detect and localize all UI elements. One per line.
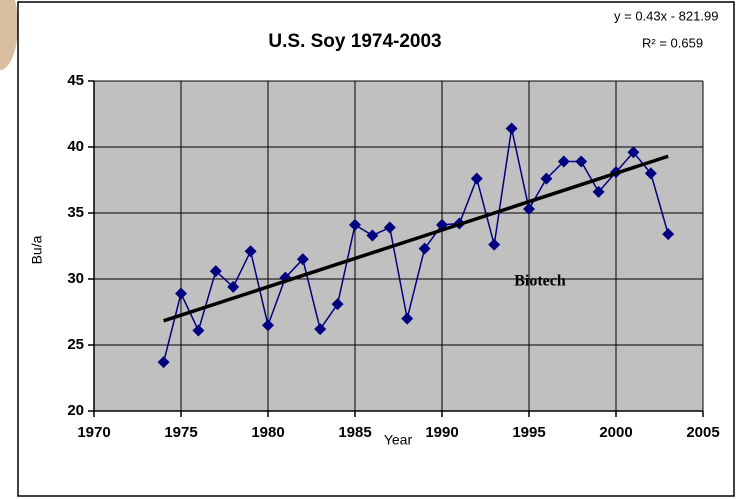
chart-title: U.S. Soy 1974-2003	[268, 31, 441, 52]
data-point	[331, 298, 344, 311]
data-point	[488, 238, 501, 251]
y-tick-label: 45	[67, 72, 84, 89]
data-point	[227, 280, 240, 293]
r-squared: R² = 0.659	[642, 35, 703, 50]
data-point	[349, 218, 361, 231]
y-tick-label: 40	[67, 138, 84, 155]
x-tick-label: 1995	[512, 424, 545, 441]
data-point	[505, 122, 518, 135]
x-tick-label: 1980	[251, 424, 284, 441]
x-axis-label: Year	[384, 432, 413, 448]
data-point	[175, 287, 187, 300]
data-point	[383, 221, 396, 234]
x-tick-label: 1970	[77, 424, 110, 441]
y-tick-label: 25	[67, 336, 84, 353]
data-point	[192, 324, 205, 337]
data-point	[209, 265, 222, 278]
x-tick-label: 1975	[164, 424, 197, 441]
equation: y = 0.43x - 821.99	[614, 8, 718, 23]
data-point	[523, 203, 535, 216]
data-point	[157, 356, 170, 369]
data-point	[470, 172, 483, 185]
decoration	[0, 0, 18, 70]
x-tick-label: 1985	[338, 424, 371, 441]
data-point	[592, 185, 605, 198]
data-point	[366, 229, 379, 242]
data-point	[296, 253, 309, 266]
y-tick-label: 20	[67, 402, 84, 419]
y-axis-label: Bu/a	[29, 235, 45, 264]
data-point	[244, 245, 257, 258]
annotation: Biotech	[514, 273, 566, 290]
data-point	[627, 146, 640, 159]
data-point	[644, 167, 657, 180]
data-point	[314, 323, 327, 336]
data-point	[401, 312, 414, 325]
y-tick-label: 35	[67, 204, 84, 221]
x-tick-label: 2005	[686, 424, 719, 441]
data-point	[418, 242, 431, 255]
data-point	[557, 155, 570, 168]
data-point	[262, 319, 274, 332]
data-point	[540, 172, 553, 185]
y-tick-label: 30	[67, 270, 84, 287]
trend-line	[163, 154, 669, 323]
data-point	[575, 155, 588, 168]
x-tick-label: 1990	[425, 424, 458, 441]
x-tick-label: 2000	[599, 424, 632, 441]
series-line	[162, 128, 669, 363]
data-point	[662, 228, 675, 241]
